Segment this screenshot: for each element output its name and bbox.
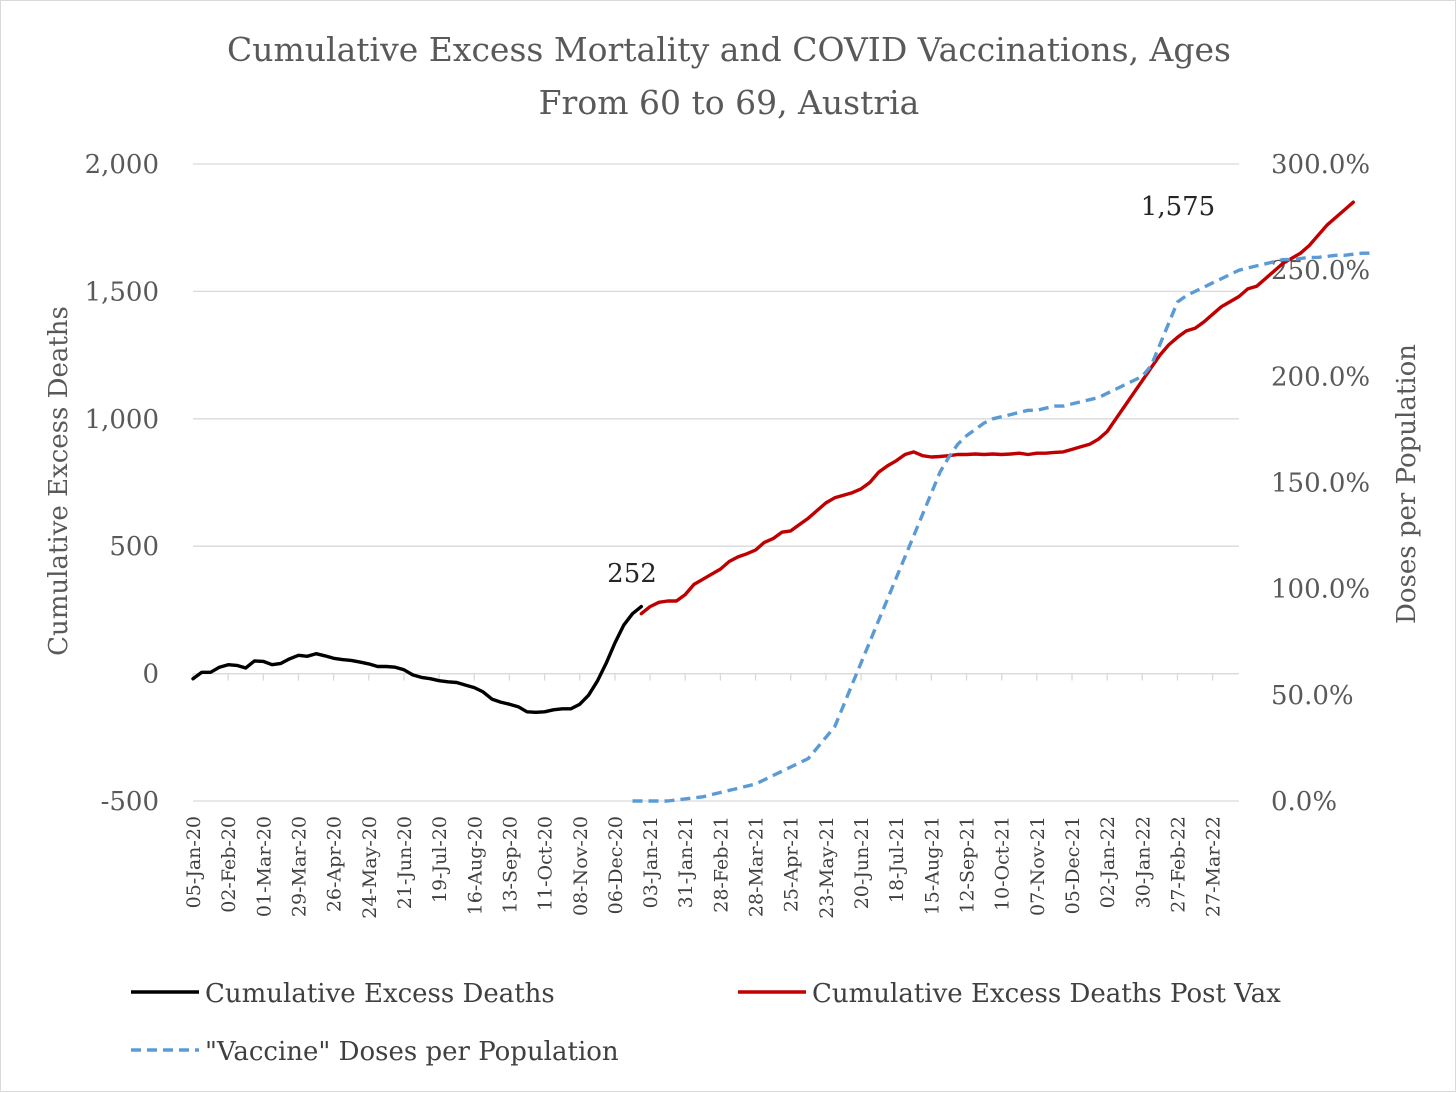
x-tick-label: 31-Jan-21 bbox=[675, 816, 697, 908]
right-tick-label: 300.0% bbox=[1271, 150, 1370, 180]
right-tick-label: 100.0% bbox=[1271, 575, 1370, 605]
left-axis-title: Cumulative Excess Deaths bbox=[44, 306, 74, 656]
right-tick-label: 200.0% bbox=[1271, 362, 1370, 392]
x-tick-label: 18-Jul-21 bbox=[886, 816, 908, 903]
left-tick-label: 1,500 bbox=[85, 277, 159, 307]
right-axis-title: Doses per Population bbox=[1392, 344, 1422, 624]
x-tick-label: 13-Sep-20 bbox=[499, 816, 521, 914]
left-tick-label: 1,000 bbox=[85, 405, 159, 435]
x-tick-label: 27-Feb-22 bbox=[1167, 816, 1189, 913]
left-tick-label: -500 bbox=[101, 787, 159, 817]
x-tick-label: 05-Dec-21 bbox=[1062, 816, 1084, 914]
x-tick-label: 06-Dec-20 bbox=[605, 816, 627, 914]
legend: Cumulative Excess Deaths Cumulative Exces… bbox=[131, 979, 1281, 1067]
x-tick-label: 03-Jan-21 bbox=[640, 816, 662, 908]
legend-label-2: Cumulative Excess Deaths Post Vax bbox=[812, 979, 1281, 1009]
x-tick-label: 25-Apr-21 bbox=[781, 816, 803, 912]
x-axis: 05-Jan-20 02-Feb-20 01-Mar-20 29-Mar-20 26-A… bbox=[183, 672, 1239, 919]
left-tick-label: 500 bbox=[109, 532, 159, 562]
right-tick-label: 0.0% bbox=[1271, 787, 1337, 817]
data-label-252: 252 bbox=[607, 559, 657, 589]
legend-label-1: Cumulative Excess Deaths bbox=[205, 979, 555, 1009]
right-tick-label: 150.0% bbox=[1271, 469, 1370, 499]
series-lines bbox=[191, 200, 1371, 803]
left-tick-label: 2,000 bbox=[85, 150, 159, 180]
legend-label-3: "Vaccine" Doses per Population bbox=[205, 1037, 619, 1067]
chart-title-line-2: From 60 to 69, Austria bbox=[539, 83, 920, 122]
series-line-3 bbox=[632, 251, 1371, 803]
x-tick-label: 28-Feb-21 bbox=[710, 816, 732, 913]
x-tick-label: 01-Mar-20 bbox=[253, 816, 275, 917]
x-tick-label: 12-Sep-21 bbox=[957, 816, 979, 914]
series-line-1 bbox=[191, 604, 643, 714]
x-tick-label: 29-Mar-20 bbox=[288, 816, 310, 917]
x-tick-label: 10-Oct-21 bbox=[992, 816, 1014, 911]
gridlines bbox=[193, 163, 1239, 802]
x-tick-label: 21-Jun-20 bbox=[394, 816, 416, 909]
data-label-1575: 1,575 bbox=[1141, 192, 1215, 222]
x-tick-label: 26-Apr-20 bbox=[324, 816, 346, 912]
x-tick-label: 28-Mar-21 bbox=[746, 816, 768, 917]
series-line-2 bbox=[639, 200, 1356, 616]
chart-title-line-1: Cumulative Excess Mortality and COVID Va… bbox=[227, 30, 1231, 69]
x-tick-label: 02-Jan-22 bbox=[1097, 816, 1119, 908]
annotations: 252 1,575 bbox=[607, 192, 1215, 589]
x-tick-label: 23-May-21 bbox=[816, 816, 838, 919]
left-tick-label: 0 bbox=[142, 660, 159, 690]
right-y-axis-ticks: 0.0%50.0%100.0%150.0%200.0%250.0%300.0% bbox=[1271, 150, 1370, 817]
x-tick-label: 16-Aug-20 bbox=[464, 816, 486, 915]
x-tick-label: 05-Jan-20 bbox=[183, 816, 205, 908]
right-tick-label: 50.0% bbox=[1271, 681, 1354, 711]
left-y-axis-ticks: -500 0 500 1,000 1,500 2,000 bbox=[85, 150, 159, 817]
x-tick-label: 19-Jul-20 bbox=[429, 816, 451, 903]
x-tick-label: 20-Jun-21 bbox=[851, 816, 873, 909]
x-tick-label: 02-Feb-20 bbox=[218, 816, 240, 913]
x-tick-label: 15-Aug-21 bbox=[921, 816, 943, 915]
x-tick-label: 24-May-20 bbox=[359, 816, 381, 919]
x-tick-label: 27-Mar-22 bbox=[1203, 816, 1225, 917]
x-tick-label: 30-Jan-22 bbox=[1132, 816, 1154, 908]
x-tick-label: 07-Nov-21 bbox=[1027, 816, 1049, 916]
x-tick-label: 08-Nov-20 bbox=[570, 816, 592, 916]
x-tick-label: 11-Oct-20 bbox=[535, 816, 557, 911]
